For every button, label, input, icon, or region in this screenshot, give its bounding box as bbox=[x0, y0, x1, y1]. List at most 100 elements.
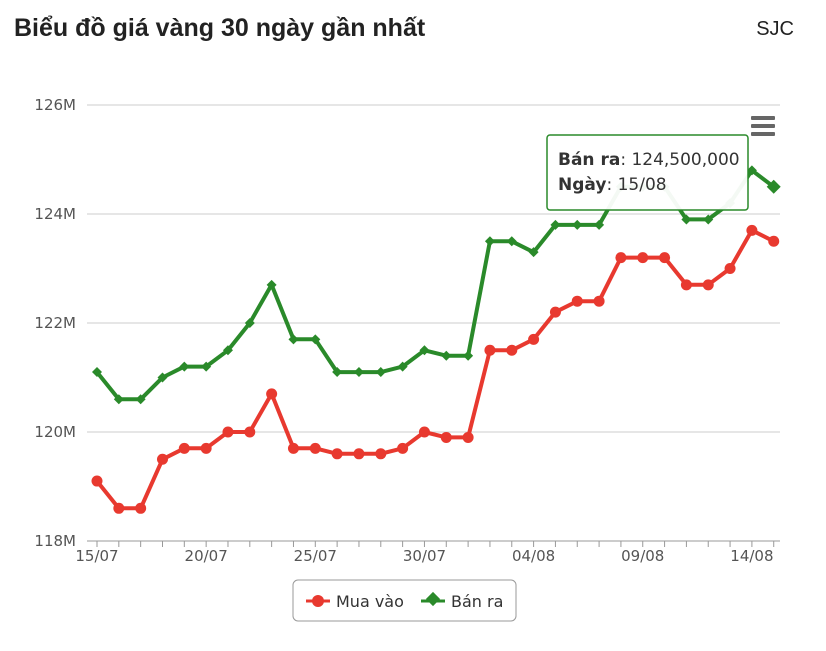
menu-bar-bottom bbox=[751, 132, 775, 136]
data-point-buy[interactable] bbox=[353, 448, 365, 460]
data-point-sell[interactable] bbox=[528, 247, 539, 258]
data-point-buy[interactable] bbox=[484, 344, 496, 356]
data-point-buy[interactable] bbox=[375, 448, 387, 460]
data-point-sell[interactable] bbox=[463, 350, 474, 361]
data-point-buy[interactable] bbox=[462, 431, 474, 443]
data-point-sell[interactable] bbox=[135, 394, 146, 405]
data-point-buy[interactable] bbox=[287, 442, 299, 454]
data-point-sell[interactable] bbox=[201, 361, 212, 372]
data-point-buy[interactable] bbox=[309, 442, 321, 454]
data-point-buy[interactable] bbox=[549, 306, 561, 318]
x-tick-label: 15/07 bbox=[75, 547, 118, 565]
series-line-buy bbox=[95, 228, 775, 511]
data-point-buy[interactable] bbox=[135, 502, 147, 514]
legend-box bbox=[292, 579, 517, 622]
y-axis: 118M 120M 122M 124M 126M bbox=[34, 96, 76, 550]
legend-buy-label: Mua vào bbox=[336, 592, 404, 611]
legend-buy-marker bbox=[312, 595, 324, 607]
data-point-buy[interactable] bbox=[659, 252, 671, 264]
y-tick-label: 124M bbox=[34, 205, 76, 223]
legend: Mua vào Bán ra bbox=[292, 579, 517, 622]
data-point-buy[interactable] bbox=[200, 442, 212, 454]
data-point-sell[interactable] bbox=[703, 214, 714, 225]
legend-item-buy[interactable]: Mua vào bbox=[306, 592, 404, 611]
y-tick-label: 120M bbox=[34, 423, 76, 441]
data-point-sell[interactable] bbox=[244, 318, 255, 328]
data-point-buy[interactable] bbox=[724, 263, 736, 274]
tooltip-sep-2: : bbox=[606, 175, 617, 195]
data-point-buy[interactable] bbox=[615, 252, 627, 264]
data-point-buy[interactable] bbox=[331, 448, 343, 460]
x-tick-label: 04/08 bbox=[512, 547, 555, 565]
tooltip-line-2: Ngày: 15/08 bbox=[558, 175, 667, 195]
data-point-buy[interactable] bbox=[506, 344, 518, 356]
legend-item-sell[interactable]: Bán ra bbox=[421, 591, 503, 611]
x-tick-label: 14/08 bbox=[730, 547, 773, 565]
data-point-sell[interactable] bbox=[92, 367, 102, 378]
data-point-sell[interactable] bbox=[441, 350, 452, 361]
data-point-sell[interactable] bbox=[419, 345, 430, 356]
legend-sell-marker bbox=[425, 591, 441, 607]
x-axis: 15/07 20/07 25/07 30/07 04/08 09/08 14/08 bbox=[75, 540, 780, 565]
hamburger-menu-icon[interactable] bbox=[750, 114, 776, 138]
data-point-sell[interactable] bbox=[572, 219, 583, 230]
data-point-sell[interactable] bbox=[113, 394, 124, 405]
data-point-buy[interactable] bbox=[746, 224, 758, 236]
data-point-buy[interactable] bbox=[768, 235, 780, 247]
tooltip-label-2: Ngày bbox=[558, 175, 606, 195]
data-point-sell[interactable] bbox=[397, 361, 408, 372]
brand-label: SJC bbox=[756, 18, 794, 40]
y-tick-label: 118M bbox=[34, 532, 76, 550]
y-tick-label: 126M bbox=[34, 96, 76, 114]
data-point-sell[interactable] bbox=[179, 361, 190, 372]
data-point-buy[interactable] bbox=[528, 333, 540, 345]
data-point-buy[interactable] bbox=[244, 426, 256, 438]
data-point-buy[interactable] bbox=[178, 442, 190, 454]
data-point-buy[interactable] bbox=[397, 442, 409, 454]
legend-sell-label: Bán ra bbox=[451, 592, 503, 611]
data-point-sell[interactable] bbox=[266, 279, 277, 290]
x-tick-label: 25/07 bbox=[294, 547, 337, 565]
tooltip: Bán ra: 124,500,000 Ngày: 15/08 bbox=[546, 134, 749, 211]
menu-bar-middle bbox=[751, 124, 775, 128]
data-point-sell[interactable] bbox=[222, 345, 233, 356]
tooltip-sep-1: : bbox=[620, 150, 631, 170]
series-points[interactable] bbox=[91, 165, 781, 514]
data-point-sell[interactable] bbox=[310, 334, 321, 345]
data-point-sell[interactable] bbox=[332, 367, 343, 378]
data-point-buy[interactable] bbox=[440, 431, 452, 443]
x-tick-label: 20/07 bbox=[185, 547, 228, 565]
data-point-buy[interactable] bbox=[91, 475, 103, 487]
data-point-sell[interactable] bbox=[506, 236, 517, 247]
data-point-buy[interactable] bbox=[418, 426, 430, 438]
page-title: Biểu đồ giá vàng 30 ngày gần nhất bbox=[14, 14, 426, 42]
data-point-buy[interactable] bbox=[266, 388, 278, 400]
data-point-buy[interactable] bbox=[680, 279, 692, 291]
tooltip-box bbox=[546, 134, 749, 211]
x-tick-label: 30/07 bbox=[403, 547, 446, 565]
data-point-sell[interactable] bbox=[484, 236, 495, 247]
data-point-sell[interactable] bbox=[375, 367, 386, 378]
tooltip-line-1: Bán ra: 124,500,000 bbox=[558, 150, 740, 170]
series-lines bbox=[95, 168, 775, 511]
data-point-sell[interactable] bbox=[681, 214, 692, 225]
y-tick-label: 122M bbox=[34, 314, 76, 332]
data-point-buy[interactable] bbox=[113, 502, 125, 514]
data-point-sell[interactable] bbox=[157, 372, 168, 383]
data-point-buy[interactable] bbox=[637, 252, 649, 264]
data-point-buy[interactable] bbox=[571, 295, 583, 307]
data-point-buy[interactable] bbox=[156, 453, 168, 465]
data-point-buy[interactable] bbox=[222, 426, 234, 438]
menu-bar-top bbox=[751, 116, 775, 120]
data-point-sell[interactable] bbox=[288, 334, 299, 345]
data-point-sell[interactable] bbox=[746, 165, 757, 176]
data-point-sell[interactable] bbox=[550, 219, 561, 230]
data-point-sell[interactable] bbox=[766, 179, 781, 194]
tooltip-value-2: 15/08 bbox=[618, 175, 667, 195]
data-point-buy[interactable] bbox=[702, 279, 714, 291]
data-point-sell[interactable] bbox=[353, 367, 364, 378]
tooltip-value-1: 124,500,000 bbox=[631, 150, 739, 170]
data-point-buy[interactable] bbox=[593, 295, 605, 307]
data-point-sell[interactable] bbox=[594, 219, 605, 230]
